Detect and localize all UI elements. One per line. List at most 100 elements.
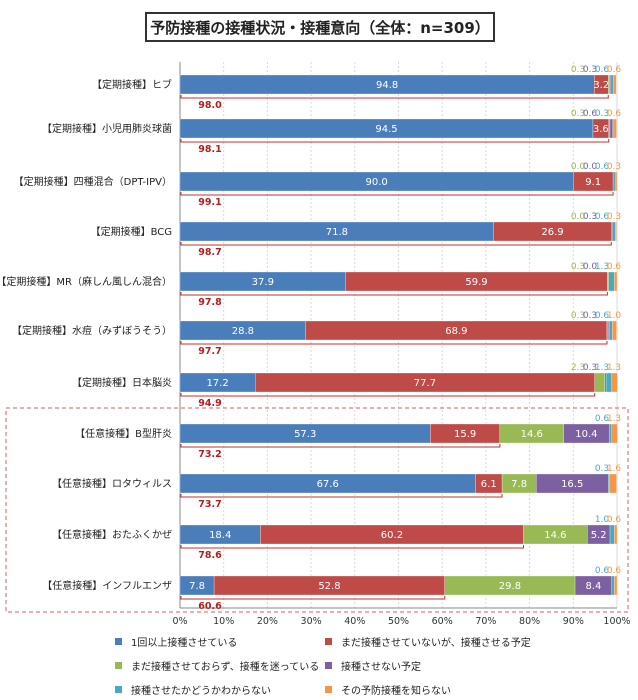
- bar-segment: [608, 473, 610, 494]
- small-value-label: 0.6: [595, 414, 610, 424]
- bar-segment: [612, 118, 615, 139]
- small-value-label: 0.0: [583, 162, 598, 172]
- value-label: 14.6: [544, 530, 566, 541]
- small-value-label: 0.3: [571, 311, 585, 321]
- value-label: 7.8: [189, 581, 205, 592]
- small-value-label: 1.3: [607, 363, 621, 373]
- bar-segment: [614, 524, 618, 545]
- small-value-label: 1.6: [607, 464, 622, 474]
- category-label: 【定期接種】ヒブ: [92, 78, 172, 91]
- small-value-label: 1.3: [595, 363, 609, 373]
- bar-segment: [611, 221, 613, 242]
- sum-bracket: [180, 494, 503, 498]
- value-label: 57.3: [294, 429, 316, 440]
- category-label: 【定期接種】小児用肺炎球菌: [42, 122, 172, 135]
- value-label: 77.7: [414, 378, 436, 389]
- small-value-label: 0.3: [607, 162, 621, 172]
- legend-label: まだ接種させていないが、接種させる予定: [341, 638, 531, 649]
- x-tick-label: 90%: [563, 616, 584, 627]
- sum-bracket: [180, 292, 608, 296]
- bar-segment: [594, 372, 605, 393]
- small-value-label: 0.3: [571, 109, 585, 119]
- bar-segment: [611, 372, 618, 393]
- sum-label: 60.6: [198, 601, 222, 612]
- bar-segment: [608, 118, 611, 139]
- bar-segment: [615, 171, 618, 192]
- value-label: 26.9: [541, 227, 563, 238]
- sum-label: 73.2: [198, 449, 221, 460]
- legend-label: まだ接種させておらず、接種を迷っている: [131, 662, 320, 673]
- bar-segment: [609, 524, 615, 545]
- optional-group-box: [5, 407, 629, 613]
- bar-segment: [608, 74, 610, 95]
- value-label: 68.9: [445, 326, 467, 337]
- value-label: 8.4: [585, 581, 601, 592]
- x-tick-label: 80%: [519, 616, 540, 627]
- bar-segment: [614, 575, 618, 596]
- bar-segment: [609, 118, 613, 139]
- bar-segment: [613, 118, 617, 139]
- small-value-label: 0.6: [583, 109, 598, 119]
- bar-segment: [604, 372, 607, 393]
- category-label: 【任意接種】B型肝炎: [75, 427, 172, 440]
- category-label: 【定期接種】水痘（みずぼうそう）: [12, 324, 172, 337]
- small-value-label: 0.0: [583, 262, 598, 272]
- sum-bracket: [180, 596, 446, 600]
- small-value-label: 0.6: [607, 566, 622, 576]
- small-value-label: 0.6: [595, 65, 610, 75]
- value-label: 94.8: [376, 80, 398, 91]
- sum-bracket: [180, 95, 609, 99]
- legend-swatch: [325, 686, 332, 693]
- small-value-label: 0.6: [595, 162, 610, 172]
- small-value-label: 0.6: [607, 262, 622, 272]
- bar-segment: [612, 320, 617, 341]
- value-label: 14.6: [521, 429, 543, 440]
- bar-segment: [614, 271, 618, 292]
- bar-segment: [612, 221, 616, 242]
- legend-label: 接種させたかどうかわからない: [131, 686, 271, 697]
- bar-segment: [615, 221, 617, 242]
- bar-segment: [608, 423, 612, 444]
- value-label: 28.8: [232, 326, 254, 337]
- bar-segment: [609, 74, 612, 95]
- legend-item: まだ接種させておらず、接種を迷っている: [115, 658, 319, 673]
- small-value-label: 0.6: [607, 65, 622, 75]
- small-value-label: 0.3: [583, 212, 597, 222]
- value-label: 52.8: [318, 581, 340, 592]
- value-label: 6.1: [481, 479, 497, 490]
- value-label: 67.6: [317, 479, 339, 490]
- value-label: 3.2: [593, 80, 609, 91]
- small-value-label: 1.0: [607, 311, 622, 321]
- bar-segment: [611, 575, 615, 596]
- x-tick-label: 30%: [301, 616, 322, 627]
- value-label: 18.4: [209, 530, 231, 541]
- bar-segment: [610, 74, 614, 95]
- sum-bracket: [180, 139, 610, 143]
- legend-label: 1回以上接種させている: [131, 638, 238, 649]
- value-label: 7.8: [511, 479, 527, 490]
- small-value-label: 0.3: [571, 262, 585, 272]
- x-tick-label: 60%: [432, 616, 453, 627]
- small-value-label: 0.6: [595, 566, 610, 576]
- value-label: 71.8: [326, 227, 348, 238]
- sum-bracket: [180, 192, 614, 196]
- small-value-label: 0.6: [595, 212, 610, 222]
- category-label: 【定期接種】BCG: [91, 225, 172, 238]
- sum-bracket: [180, 393, 596, 397]
- value-label: 15.9: [454, 429, 476, 440]
- bar-segment: [613, 74, 617, 95]
- legend-item: まだ接種させていないが、接種させる予定: [325, 634, 531, 649]
- value-label: 17.2: [206, 378, 228, 389]
- legend-swatch: [115, 662, 122, 669]
- value-label: 5.2: [591, 530, 607, 541]
- legend-item: その予防接種を知らない: [325, 682, 451, 697]
- category-label: 【任意接種】おたふくかぜ: [52, 528, 172, 541]
- small-value-label: 2.3: [571, 363, 585, 373]
- small-value-label: 0.3: [583, 311, 597, 321]
- bar-segment: [611, 423, 618, 444]
- small-value-label: 0.0: [571, 162, 586, 172]
- legend-swatch: [325, 638, 332, 645]
- legend-item: 接種させたかどうかわからない: [115, 682, 271, 697]
- value-label: 16.5: [561, 479, 583, 490]
